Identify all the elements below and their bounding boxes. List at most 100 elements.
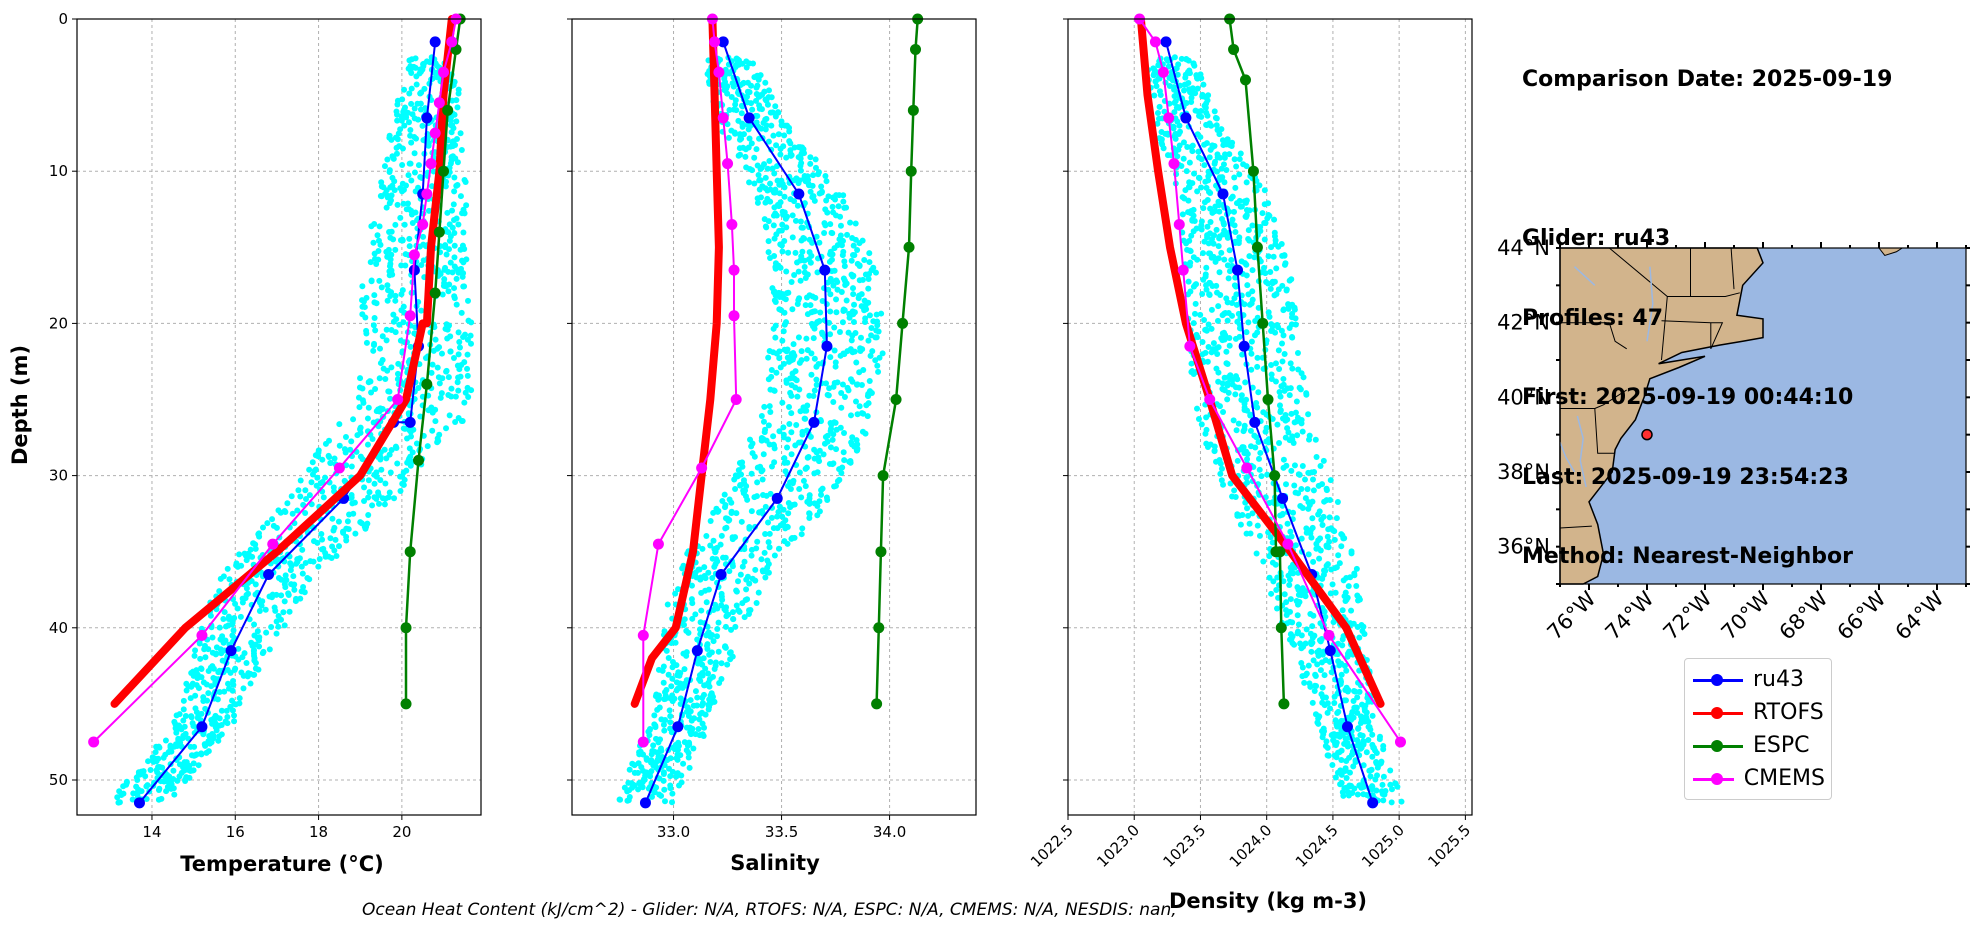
glider-point xyxy=(1220,142,1227,149)
glider-point xyxy=(718,660,725,667)
glider-point xyxy=(1343,574,1350,581)
legend: ru43 RTOFS ESPC CMEMS xyxy=(1684,658,1832,800)
glider-point xyxy=(826,258,833,265)
series-point-cmems xyxy=(438,66,450,78)
glider-point xyxy=(1295,591,1302,598)
glider-point xyxy=(256,608,263,615)
glider-point xyxy=(770,222,777,229)
series-point-cmems xyxy=(696,462,708,474)
glider-point xyxy=(833,309,840,316)
glider-point xyxy=(776,355,783,362)
glider-point xyxy=(1280,375,1287,382)
glider-point xyxy=(198,710,205,717)
glider-point xyxy=(743,58,750,65)
glider-point xyxy=(417,100,424,107)
glider-point xyxy=(1213,115,1220,122)
glider-point xyxy=(460,229,467,236)
glider-point xyxy=(824,209,831,216)
glider-point xyxy=(1310,487,1317,494)
glider-point xyxy=(405,457,412,464)
glider-point xyxy=(1253,550,1260,557)
glider-point xyxy=(1295,621,1302,628)
glider-point xyxy=(418,262,425,269)
glider-point xyxy=(1251,332,1258,339)
glider-point xyxy=(767,198,774,205)
glider-point xyxy=(1319,481,1326,488)
glider-point xyxy=(357,519,364,526)
glider-point xyxy=(368,277,375,284)
glider-point xyxy=(850,285,857,292)
glider-point xyxy=(314,474,321,481)
glider-point xyxy=(384,156,391,163)
glider-point xyxy=(859,346,866,353)
glider-point xyxy=(772,210,779,217)
glider-point xyxy=(1343,667,1350,674)
glider-point xyxy=(838,469,845,476)
glider-point xyxy=(1235,420,1242,427)
glider-point xyxy=(733,602,740,609)
glider-point xyxy=(1243,272,1250,279)
glider-point xyxy=(667,782,674,789)
series-point-espc xyxy=(1228,43,1240,55)
glider-point xyxy=(732,130,739,137)
glider-point xyxy=(1281,591,1288,598)
glider-point xyxy=(214,714,221,721)
glider-point xyxy=(452,393,459,400)
glider-point xyxy=(1276,366,1283,373)
glider-point xyxy=(831,324,838,331)
glider-point xyxy=(766,530,773,537)
glider-point xyxy=(384,367,391,374)
glider-point xyxy=(313,482,320,489)
glider-point xyxy=(396,321,403,328)
glider-point xyxy=(442,325,449,332)
glider-point xyxy=(1227,372,1234,379)
glider-point xyxy=(1265,309,1272,316)
glider-point xyxy=(1290,509,1297,516)
glider-point xyxy=(766,403,773,410)
glider-point xyxy=(254,628,261,635)
glider-point xyxy=(833,446,840,453)
glider-point xyxy=(1208,349,1215,356)
series-point-espc xyxy=(404,546,416,558)
glider-point xyxy=(718,532,725,539)
glider-point xyxy=(661,798,668,805)
glider-point xyxy=(238,669,245,676)
glider-point xyxy=(816,239,823,246)
glider-point xyxy=(394,136,401,143)
glider-point xyxy=(1157,92,1164,99)
glider-point xyxy=(836,236,843,243)
glider-point xyxy=(759,567,766,574)
glider-point xyxy=(394,370,401,377)
series-point-ru43 xyxy=(421,112,433,124)
glider-point xyxy=(1295,490,1302,497)
glider-point xyxy=(1200,250,1207,257)
glider-point xyxy=(698,607,705,614)
glider-point xyxy=(213,644,220,651)
glider-point xyxy=(1205,321,1212,328)
glider-point xyxy=(758,412,765,419)
axes-frame xyxy=(1067,18,1473,816)
glider-point xyxy=(784,122,791,129)
glider-point xyxy=(399,161,406,168)
glider-point xyxy=(801,263,808,270)
glider-point xyxy=(1199,338,1206,345)
glider-point xyxy=(1243,206,1250,213)
glider-point xyxy=(780,211,787,218)
glider-point xyxy=(824,438,831,445)
glider-point xyxy=(636,751,643,758)
glider-point xyxy=(193,667,200,674)
series-point-ru43 xyxy=(1238,340,1250,352)
glider-point xyxy=(827,275,834,282)
glider-point xyxy=(779,399,786,406)
glider-point xyxy=(1288,321,1295,328)
series-point-cmems xyxy=(429,127,441,139)
glider-point xyxy=(1244,505,1251,512)
glider-point xyxy=(688,596,695,603)
glider-point xyxy=(1234,457,1241,464)
glider-point xyxy=(1298,659,1305,666)
glider-point xyxy=(1213,226,1220,233)
glider-point xyxy=(461,177,468,184)
glider-point xyxy=(385,388,392,395)
glider-point xyxy=(789,306,796,313)
glider-point xyxy=(278,616,285,623)
